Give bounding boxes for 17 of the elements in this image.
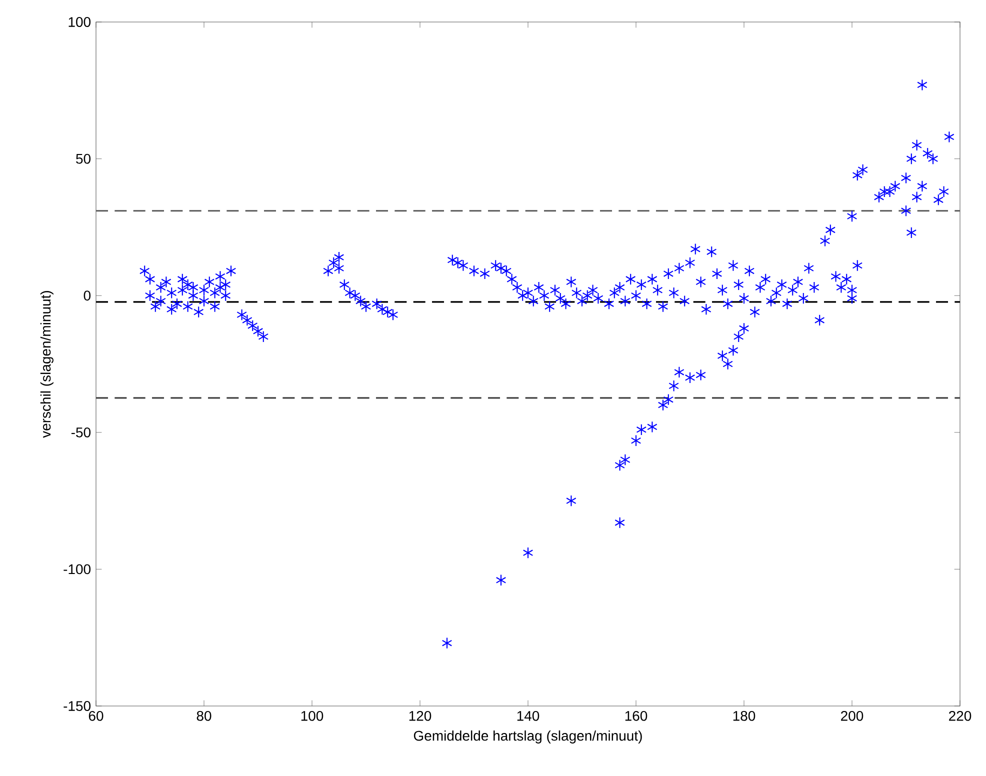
y-tick-label: -150 — [64, 701, 91, 711]
x-tick-label: 200 — [841, 710, 864, 721]
y-tick-label: 100 — [68, 17, 91, 27]
x-tick-label: 120 — [409, 710, 432, 721]
y-tick-label: 50 — [76, 154, 91, 164]
x-tick-label: 140 — [517, 710, 540, 721]
x-tick-label: 60 — [88, 710, 104, 721]
x-tick-label: 80 — [196, 710, 212, 721]
x-tick-label: 100 — [301, 710, 324, 721]
y-tick-label: 0 — [84, 290, 91, 301]
y-axis-title: verschil (slagen/minuut) — [40, 291, 54, 438]
x-tick-label: 180 — [733, 710, 756, 721]
y-tick-label: -100 — [64, 564, 91, 574]
x-tick-label: 220 — [949, 710, 972, 721]
y-tick-label: -50 — [71, 427, 91, 438]
x-axis-title: Gemiddelde hartslag (slagen/minuut) — [414, 730, 642, 744]
x-tick-label: 160 — [625, 710, 648, 721]
